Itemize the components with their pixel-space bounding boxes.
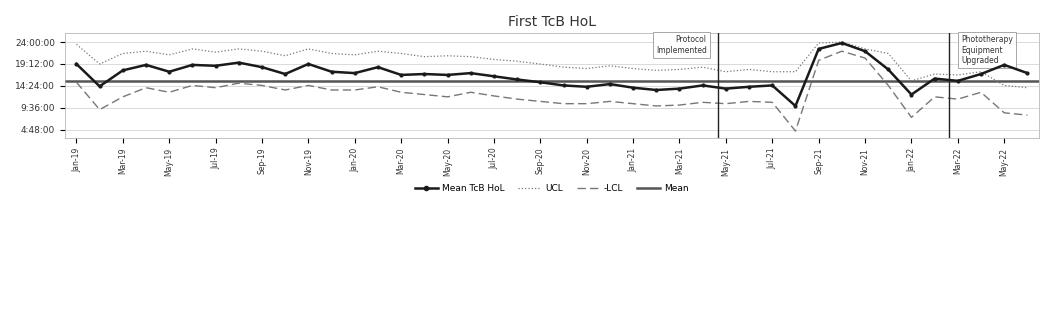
- Text: Protocol
Implemented: Protocol Implemented: [656, 35, 707, 55]
- Legend: Mean TcB HoL, UCL, -LCL, Mean: Mean TcB HoL, UCL, -LCL, Mean: [411, 180, 692, 196]
- Title: First TcB HoL: First TcB HoL: [508, 15, 596, 29]
- Text: Phototherapy
Equipment
Upgraded: Phototherapy Equipment Upgraded: [961, 35, 1013, 65]
